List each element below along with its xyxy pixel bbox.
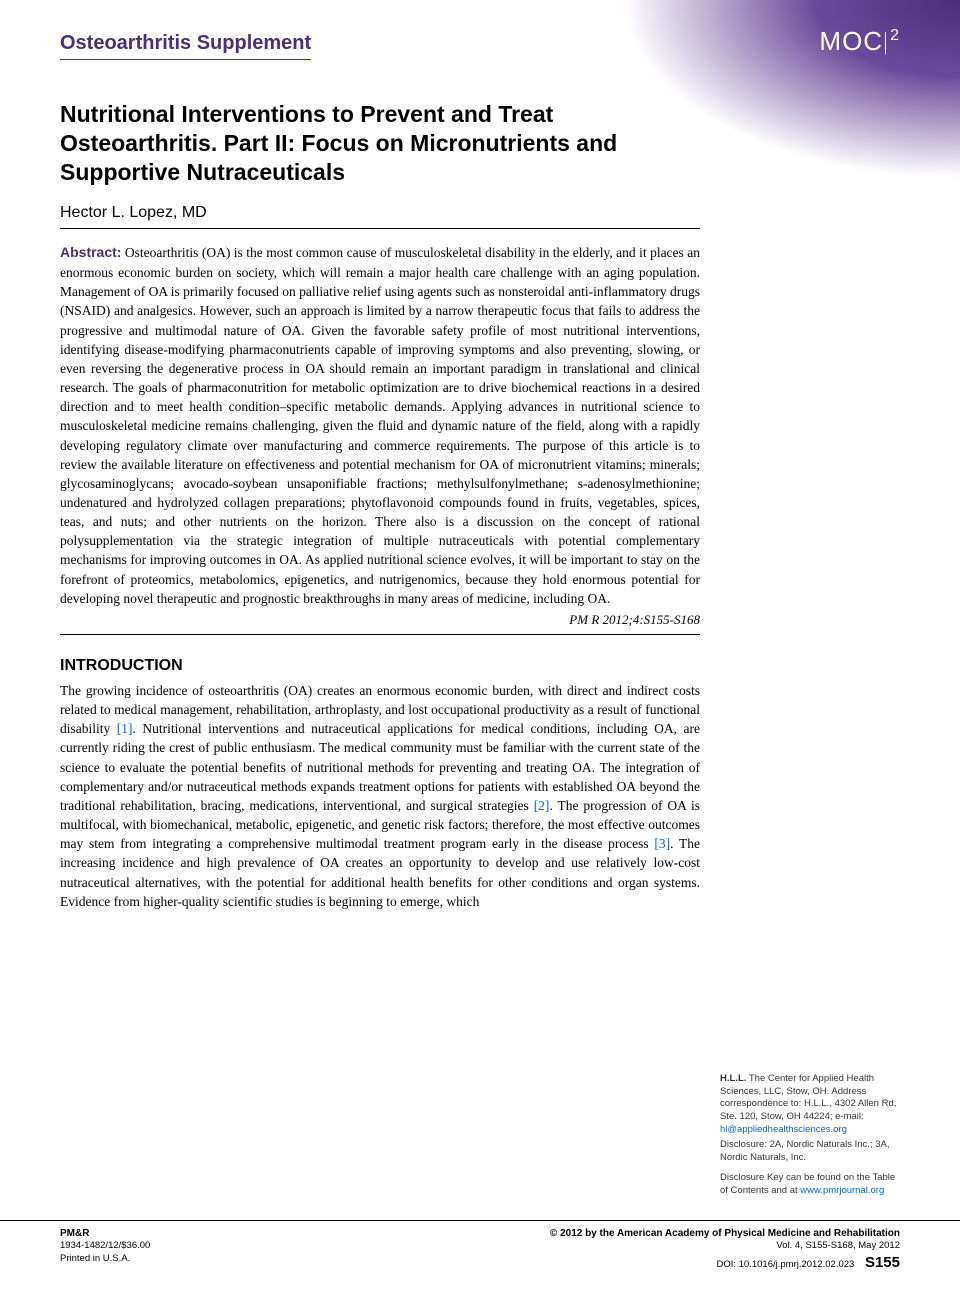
page-footer: PM&R 1934-1482/12/$36.00 Printed in U.S.… [0, 1220, 960, 1290]
supplement-label: Osteoarthritis Supplement [60, 32, 311, 60]
moc-text: MOC [819, 26, 883, 56]
introduction-paragraph: The growing incidence of osteoarthritis … [0, 681, 960, 911]
copyright-text: © 2012 by the American Academy of Physic… [550, 1227, 900, 1240]
abstract-block: Abstract: Osteoarthritis (OA) is the mos… [0, 229, 960, 608]
reference-link-1[interactable]: [1] [117, 721, 133, 736]
footer-left: PM&R 1934-1482/12/$36.00 Printed in U.S.… [60, 1227, 150, 1272]
author-name: Hector L. Lopez, MD [0, 186, 960, 228]
introduction-heading: INTRODUCTION [0, 635, 960, 681]
moc-divider-icon [885, 32, 886, 54]
page-header: Osteoarthritis Supplement MOC 2 [0, 0, 960, 60]
journal-abbrev: PM&R [60, 1227, 150, 1240]
abstract-label: Abstract: [60, 244, 121, 260]
page-number: S155 [865, 1254, 900, 1271]
journal-link[interactable]: www.pmrjournal.org [800, 1185, 884, 1196]
affiliation-text: The Center for Applied Health Sciences, … [720, 1073, 896, 1122]
printed-in: Printed in U.S.A. [60, 1253, 150, 1265]
abstract-text: Osteoarthritis (OA) is the most common c… [60, 245, 700, 606]
author-email-link[interactable]: hl@appliedhealthsciences.org [720, 1124, 847, 1135]
doi-text: DOI: 10.1016/j.pmrj.2012.02.023 [716, 1259, 854, 1270]
doi-line: DOI: 10.1016/j.pmrj.2012.02.023 S155 [550, 1253, 900, 1273]
volume-info: Vol. 4, S155-S168, May 2012 [550, 1240, 900, 1252]
reference-link-3[interactable]: [3] [654, 836, 670, 851]
moc-exponent: 2 [890, 27, 900, 44]
disclosure-text: Disclosure: 2A, Nordic Naturals Inc.; 3A… [720, 1139, 900, 1165]
moc-badge: MOC 2 [819, 26, 900, 57]
abstract-citation: PM R 2012;4:S155-S168 [0, 608, 960, 628]
footer-right: © 2012 by the American Academy of Physic… [550, 1227, 900, 1272]
author-info-sidebar: H.L.L. The Center for Applied Health Sci… [720, 1073, 900, 1206]
disclosure-key-block: Disclosure Key can be found on the Table… [720, 1172, 900, 1198]
affiliation-block: H.L.L. The Center for Applied Health Sci… [720, 1073, 900, 1137]
affiliation-initials: H.L.L. [720, 1073, 746, 1084]
reference-link-2[interactable]: [2] [534, 798, 550, 813]
issn-price: 1934-1482/12/$36.00 [60, 1240, 150, 1252]
